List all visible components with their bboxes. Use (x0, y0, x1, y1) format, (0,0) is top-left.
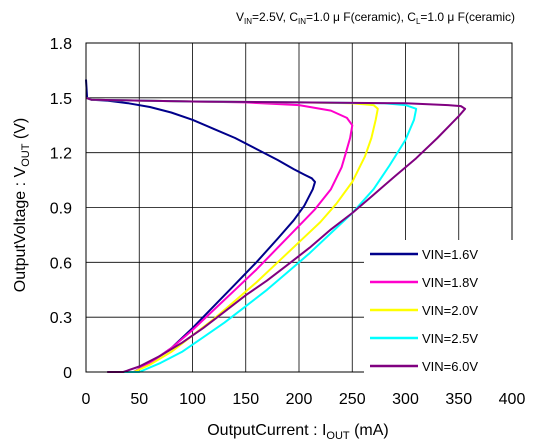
x-axis-label-main: OutputCurrent : I (207, 422, 326, 439)
y-tick-label: 0.9 (50, 201, 72, 218)
x-tick-label: 150 (232, 391, 259, 408)
cond-cl-main: C (407, 10, 416, 24)
y-tick-label: 1.2 (50, 146, 72, 163)
cond-cl-rest: =1.0 μ F(ceramic) (420, 10, 515, 24)
x-tick-label: 300 (392, 391, 419, 408)
x-axis-label-rest: (mA) (350, 422, 389, 439)
x-tick-labels: 0 50 100 150 200 250 300 350 400 (82, 391, 526, 408)
cond-vin-sub: IN (244, 17, 252, 26)
x-tick-label: 350 (445, 391, 472, 408)
cond-cin-main: C (289, 10, 298, 24)
cond-cin-rest: =1.0 μ F(ceramic), (306, 10, 407, 24)
x-axis-label-sub: OUT (326, 430, 350, 439)
legend-label: VIN=1.8V (422, 275, 478, 290)
legend-background (364, 240, 514, 386)
series-line-5 (85, 96, 467, 373)
y-tick-label: 1.5 (50, 91, 72, 108)
plot-frame (85, 42, 513, 373)
cond-vin-rest: =2.5V, (252, 10, 289, 24)
conditions-header: VIN=2.5V, CIN=1.0 μ F(ceramic), CL=1.0 μ… (236, 10, 515, 26)
x-tick-label: 50 (130, 391, 148, 408)
x-axis-label: OutputCurrent : IOUT (mA) (207, 422, 389, 439)
legend: VIN=1.6V VIN=1.8V VIN=2.0V VIN=2.5V VIN=6.0V (364, 240, 514, 386)
y-axis-label-main: OutputVoltage : V (12, 166, 29, 292)
legend-label: VIN=2.0V (422, 303, 478, 318)
x-tick-label: 100 (179, 391, 206, 408)
y-tick-label: 0.3 (50, 310, 72, 327)
cond-cin-sub: IN (298, 17, 306, 26)
x-tick-label: 0 (82, 391, 91, 408)
x-tick-label: 250 (339, 391, 366, 408)
y-tick-labels: 0 0.3 0.6 0.9 1.2 1.5 1.8 (50, 36, 72, 382)
legend-label: VIN=1.6V (422, 247, 478, 262)
y-axis-label: OutputVoltage : VOUT (V) (12, 118, 32, 292)
y-axis-label-sub: OUT (20, 143, 32, 167)
series-lines (85, 79, 467, 373)
legend-label: VIN=2.5V (422, 331, 478, 346)
x-tick-label: 200 (286, 391, 313, 408)
cond-cl-sub: L (416, 17, 421, 26)
y-axis-label-rest: (V) (12, 118, 29, 144)
y-tick-label: 0 (63, 365, 72, 382)
legend-label: VIN=6.0V (422, 359, 478, 374)
y-tick-label: 0.6 (50, 255, 72, 272)
y-tick-label: 1.8 (50, 36, 72, 53)
x-tick-label: 400 (499, 391, 526, 408)
cond-vin-main: V (236, 10, 244, 24)
